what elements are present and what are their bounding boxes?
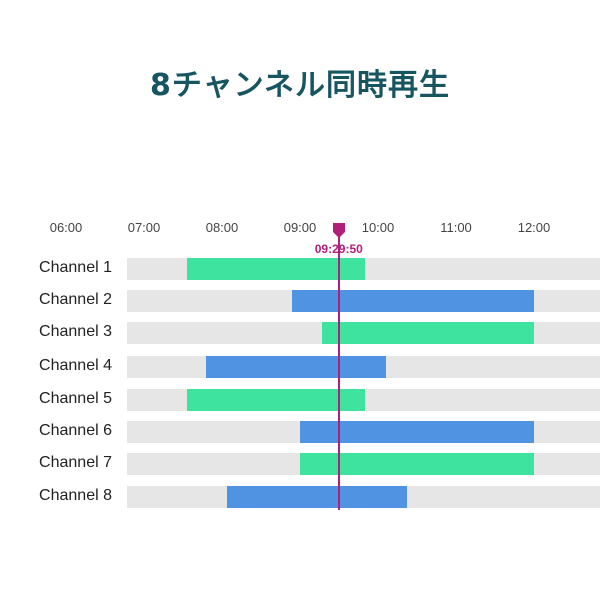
tick-0900: 09:00 [283,220,317,235]
recording-segment[interactable] [227,486,407,508]
recording-segment[interactable] [186,389,365,411]
channel-row-6[interactable]: Channel 6 [0,421,600,443]
recording-segment[interactable] [300,453,534,475]
channel-row-3[interactable]: Channel 3 [0,322,600,344]
channel-label: Channel 7 [39,454,112,471]
channel-row-7[interactable]: Channel 7 [0,453,600,475]
tick-1200: 12:00 [517,220,551,235]
tick-0700: 07:00 [127,220,161,235]
recording-segment[interactable] [206,356,386,378]
channel-label: Channel 1 [39,259,112,276]
channel-label: Channel 2 [39,291,112,308]
channel-row-1[interactable]: Channel 1 [0,258,600,280]
time-ruler: 06:00 07:00 08:00 09:00 10:00 11:00 12:0… [0,220,600,240]
tick-1000: 10:00 [361,220,395,235]
recording-segment[interactable] [292,290,534,312]
channel-track[interactable] [127,486,600,508]
playhead-time-label: 09:29:50 [314,242,363,256]
recording-segment[interactable] [186,258,365,280]
tick-1100: 11:00 [440,220,472,235]
channel-track[interactable] [127,322,600,344]
channel-row-2[interactable]: Channel 2 [0,290,600,312]
channel-track[interactable] [127,421,600,443]
recording-segment[interactable] [322,322,534,344]
playhead-line[interactable] [337,232,340,510]
channel-label: Channel 5 [39,390,112,407]
tick-0800: 08:00 [205,220,239,235]
page-title: 8チャンネル同時再生 [150,68,450,103]
channel-row-5[interactable]: Channel 5 [0,389,600,411]
recording-segment[interactable] [300,421,534,443]
channel-track[interactable] [127,356,600,378]
tick-0600: 06:00 [49,220,83,235]
channel-track[interactable] [127,290,600,312]
channel-label: Channel 3 [39,323,112,340]
channel-row-4[interactable]: Channel 4 [0,356,600,378]
channel-label: Channel 4 [39,357,112,374]
channel-track[interactable] [127,389,600,411]
channel-track[interactable] [127,258,600,280]
channel-row-8[interactable]: Channel 8 [0,486,600,508]
channel-track[interactable] [127,453,600,475]
channel-label: Channel 8 [39,487,112,504]
channel-label: Channel 6 [39,422,112,439]
playhead-handle-icon[interactable] [332,223,345,238]
